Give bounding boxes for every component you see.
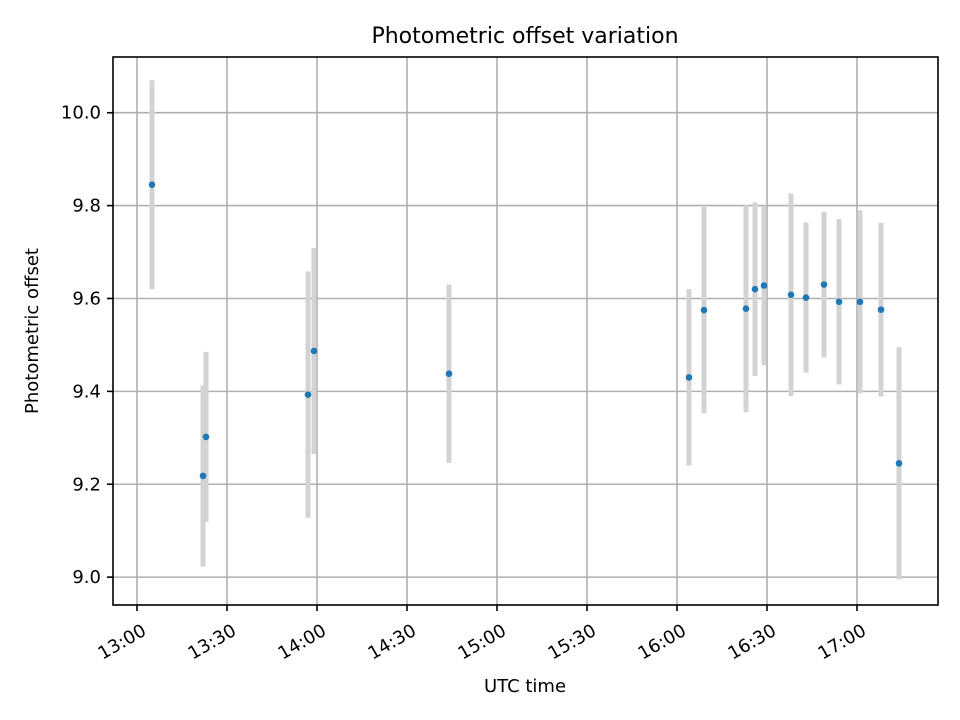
data-point	[685, 374, 693, 381]
data-point	[760, 282, 768, 289]
data-point	[802, 294, 810, 301]
data-point	[202, 433, 210, 441]
y-tick-label: 9.4	[72, 381, 101, 402]
data-point	[304, 391, 312, 398]
data-point	[820, 281, 828, 288]
x-tick-label: 17:00	[814, 620, 869, 664]
x-tick-label: 14:00	[274, 620, 329, 664]
x-tick-label: 15:30	[544, 620, 599, 664]
data-point	[877, 306, 885, 313]
y-axis-ticks: 9.0 9.2 9.4 9.6 9.8 10.0	[61, 103, 113, 588]
x-tick-label: 16:00	[634, 620, 689, 664]
x-tick-label: 13:00	[94, 620, 149, 664]
grid	[113, 57, 938, 605]
error-bars	[149, 80, 902, 580]
y-tick-label: 9.0	[72, 567, 101, 588]
y-tick-label: 9.6	[72, 288, 101, 309]
data-point	[835, 298, 843, 306]
data-point	[856, 298, 864, 306]
y-tick-label: 9.2	[72, 474, 101, 495]
data-point	[700, 306, 708, 314]
data-point	[787, 291, 795, 299]
x-tick-label: 13:30	[184, 620, 239, 664]
x-tick-label: 14:30	[364, 620, 419, 664]
data-point	[895, 460, 903, 467]
y-tick-label: 10.0	[61, 103, 101, 124]
data-point	[445, 370, 453, 378]
data-point	[751, 285, 759, 293]
x-tick-label: 15:00	[454, 620, 509, 664]
data-point	[148, 181, 156, 189]
data-point	[199, 472, 207, 480]
chart-title: Photometric offset variation	[371, 24, 678, 49]
y-tick-label: 9.8	[72, 196, 101, 217]
data-point	[310, 347, 318, 355]
plot-frame	[112, 56, 939, 606]
x-tick-label: 16:30	[724, 620, 779, 664]
x-axis-label: UTC time	[484, 676, 566, 697]
x-axis-ticks: 13:00 13:30 14:00 14:30 15:00 15:30 16:00 16:30…	[94, 605, 870, 664]
y-axis-label: Photometric offset	[22, 248, 43, 414]
data-points	[148, 181, 903, 480]
data-point	[742, 305, 750, 313]
